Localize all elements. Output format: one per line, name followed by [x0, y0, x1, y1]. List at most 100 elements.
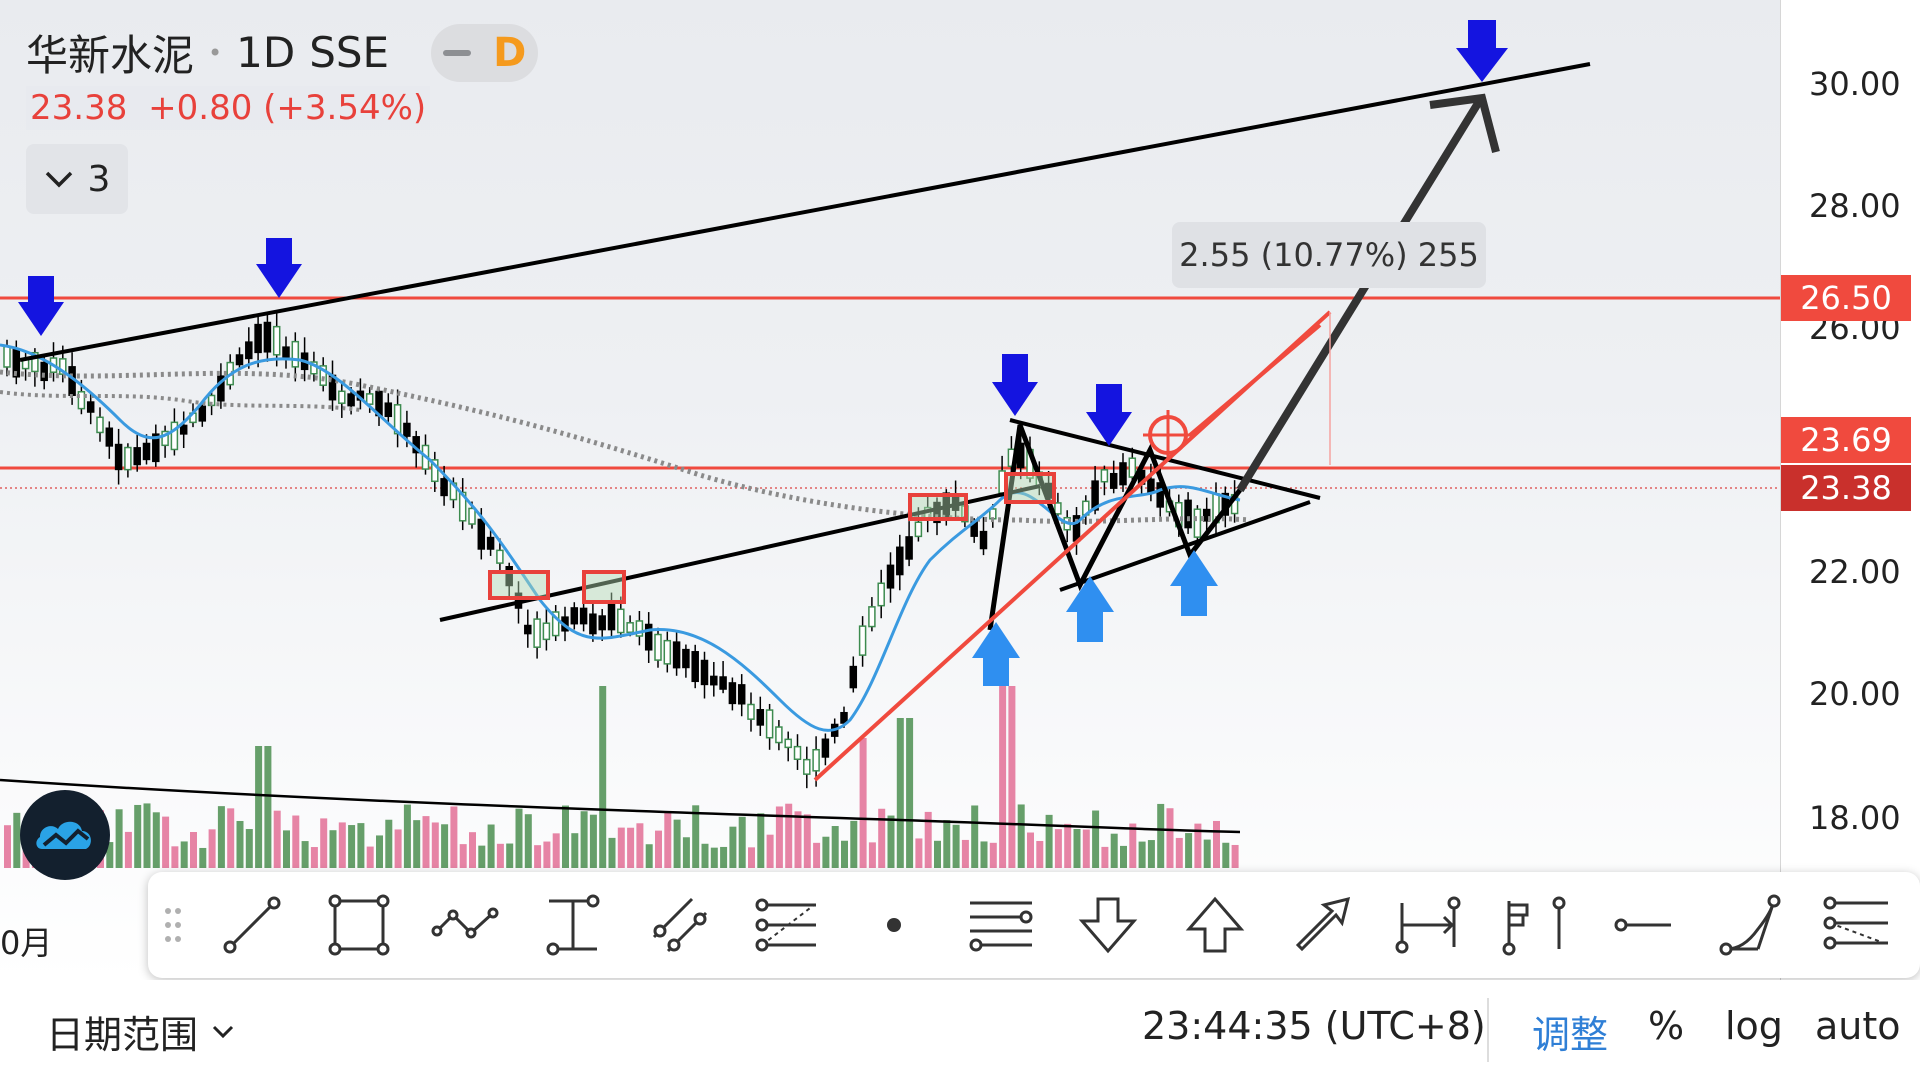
app-logo-button[interactable] [20, 790, 110, 880]
arrow-diagonal-icon [1295, 896, 1350, 952]
arrow-down-icon[interactable] [1456, 20, 1508, 82]
arrow-down-icon[interactable] [1086, 384, 1132, 446]
volume-bar [385, 819, 393, 868]
clock-readout[interactable]: 23:44:35 (UTC+8) [1142, 1004, 1486, 1048]
volume-bar [1185, 833, 1193, 868]
date-range-tool[interactable] [1375, 872, 1482, 978]
volume-bar [487, 824, 495, 868]
volume-bar [1073, 829, 1081, 868]
auto-button[interactable]: auto [1815, 1004, 1901, 1048]
volume-bar [524, 814, 532, 868]
price-range-icon [546, 894, 599, 956]
log-button[interactable]: log [1725, 1004, 1783, 1048]
candle [179, 424, 188, 435]
date-range-button[interactable]: 日期范围 [46, 1004, 234, 1059]
chevron-down-icon [212, 1025, 234, 1038]
volume-bar [645, 844, 653, 868]
volume-bar [199, 847, 207, 868]
volume-bar [534, 845, 542, 868]
candle [840, 711, 848, 724]
candle [142, 442, 151, 461]
volume-bar [180, 841, 188, 868]
candle [198, 405, 207, 422]
volume-bar [273, 810, 281, 868]
w-pattern-path[interactable] [987, 424, 1242, 631]
volume-bar [190, 831, 197, 868]
divider [1487, 998, 1489, 1062]
triangle-upper-line[interactable] [1009, 418, 1321, 500]
volume-bar [562, 805, 569, 868]
curve-tool[interactable] [1696, 872, 1803, 978]
volume-bar [329, 830, 337, 868]
volume-bar [1064, 823, 1072, 868]
price-axis[interactable]: 30.00 28.00 26.00 22.00 20.00 18.00 26.5… [1780, 0, 1920, 980]
volume-bar [1203, 839, 1211, 868]
rectangle-tool[interactable] [305, 872, 412, 978]
volume-bar [673, 819, 681, 868]
volume-bar [580, 811, 588, 868]
drawing-toolbar[interactable] [148, 872, 1920, 978]
candle [1119, 462, 1127, 486]
candle [170, 421, 179, 451]
minus-icon[interactable] [443, 49, 472, 56]
candle [468, 507, 476, 525]
volume-bar [1175, 837, 1183, 868]
fib-retracement-tool[interactable] [733, 872, 840, 978]
trend-line-icon [223, 896, 280, 954]
upper-trend-line[interactable] [19, 62, 1591, 362]
price-tick: 22.00 [1809, 553, 1901, 591]
horizontal-ray-tool[interactable] [1589, 872, 1696, 978]
projection-arrow[interactable] [1236, 97, 1484, 493]
arrow-tool[interactable] [1268, 872, 1375, 978]
chart-canvas[interactable] [0, 0, 1780, 980]
path-tool[interactable] [412, 872, 519, 978]
path-icon [431, 907, 498, 939]
volume-bar [952, 824, 960, 868]
arrow-up-icon[interactable] [1170, 550, 1218, 616]
arrow-up-icon[interactable] [1066, 576, 1114, 642]
candle [784, 738, 792, 749]
volume-bar [441, 824, 449, 868]
volume-bar [1092, 810, 1100, 868]
dot-tool[interactable] [840, 872, 947, 978]
percent-button[interactable]: % [1648, 1004, 1685, 1048]
indicator-collapse-button[interactable]: 3 [26, 144, 128, 214]
candle [644, 623, 653, 651]
candle [114, 443, 123, 471]
highlight-box-2[interactable] [582, 570, 626, 604]
mode-badge[interactable]: D [493, 29, 527, 76]
horizontal-ray-icon [1614, 918, 1671, 932]
candle [161, 430, 169, 447]
horizontal-lines-icon [969, 901, 1032, 952]
horizontal-lines-tool[interactable] [947, 872, 1054, 978]
arrow-down-icon[interactable] [992, 354, 1038, 416]
candle [570, 607, 579, 625]
long-position-tool[interactable] [1482, 872, 1589, 978]
chart-area[interactable]: 华新水泥 • 1D SSE D 23.38 +0.80 (+3.54%) 3 2… [0, 0, 1780, 980]
arrow-down-icon[interactable] [18, 276, 64, 336]
candle [682, 648, 690, 669]
adjust-button[interactable]: 调整 [1532, 1013, 1609, 1057]
candle [821, 738, 830, 758]
arrow-down-tool[interactable] [1054, 872, 1161, 978]
arrow-up-icon[interactable] [972, 622, 1020, 686]
highlight-box-4[interactable] [1004, 472, 1056, 504]
fib-channel-tool[interactable] [1803, 872, 1910, 978]
candle [365, 393, 374, 405]
highlight-box-3[interactable] [908, 493, 968, 521]
highlight-box-1[interactable] [488, 570, 550, 600]
interval-pill[interactable]: D [431, 23, 539, 82]
volume-bar [896, 718, 904, 868]
arrow-down-icon[interactable] [256, 238, 302, 298]
volume-bar [1110, 833, 1118, 868]
price-range-tool[interactable] [519, 872, 626, 978]
symbol-header[interactable]: 华新水泥 • 1D SSE D [26, 22, 539, 83]
arrow-up-tool[interactable] [1161, 872, 1268, 978]
volume-bar [803, 814, 811, 868]
volume-bar [878, 808, 886, 868]
trend-line-tool[interactable] [198, 872, 305, 978]
drag-handle-icon[interactable] [148, 905, 198, 945]
parallel-channel-tool[interactable] [626, 872, 733, 978]
price-tick: 30.00 [1809, 65, 1901, 103]
candle [152, 433, 160, 463]
